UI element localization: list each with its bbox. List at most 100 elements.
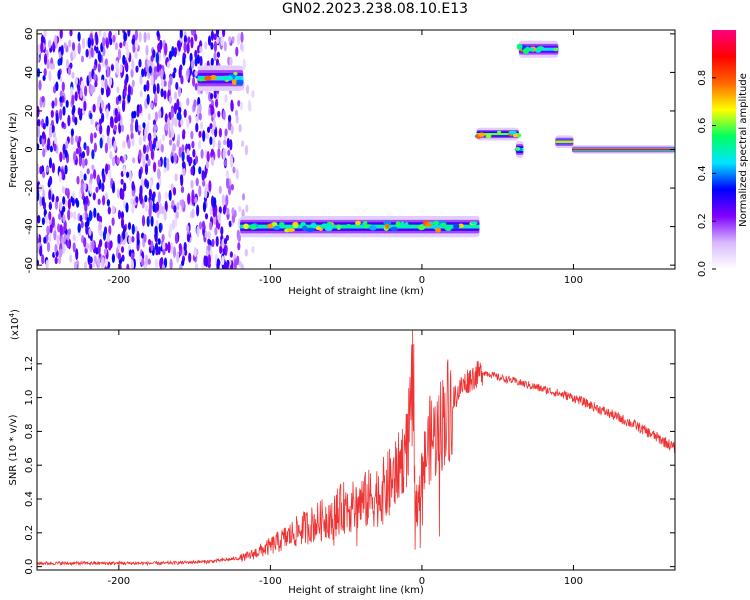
noise-speck — [120, 124, 125, 133]
noise-speck — [172, 71, 176, 79]
noise-speck — [194, 49, 198, 59]
noise-speck — [46, 58, 50, 70]
noise-speck — [67, 67, 72, 76]
noise-speck — [97, 63, 101, 73]
spectrogram-bands — [197, 40, 675, 238]
noise-speck — [239, 101, 243, 111]
noise-speck — [130, 68, 134, 78]
noise-speck — [91, 164, 95, 171]
noise-speck — [245, 204, 249, 213]
band-blob — [444, 226, 452, 232]
noise-speck — [94, 81, 98, 88]
noise-speck — [161, 264, 165, 269]
noise-speck — [48, 203, 53, 210]
noise-speck — [64, 199, 68, 207]
band-blob — [225, 75, 233, 81]
noise-speck — [37, 118, 41, 128]
colorbar-tick-label: 0.4 — [697, 165, 708, 181]
noise-speck — [244, 248, 248, 257]
noise-speck — [88, 71, 92, 83]
noise-speck — [80, 182, 84, 195]
noise-speck — [141, 215, 146, 227]
noise-speck — [174, 152, 178, 163]
band-1 — [240, 215, 480, 238]
noise-speck — [123, 154, 127, 162]
noise-speck — [176, 139, 180, 148]
noise-speck — [105, 163, 109, 175]
noise-speck — [194, 83, 198, 91]
noise-speck — [37, 189, 40, 202]
noise-speck — [108, 225, 112, 236]
noise-speck — [130, 197, 134, 205]
noise-speck — [85, 242, 90, 250]
noise-speck — [105, 38, 109, 49]
noise-speck — [138, 31, 142, 43]
noise-speck — [67, 114, 71, 127]
noise-speck — [90, 84, 94, 96]
noise-speck — [49, 145, 54, 153]
noise-speck — [154, 258, 158, 269]
y-tick-label: 40 — [24, 66, 35, 79]
noise-speck — [86, 145, 90, 157]
noise-speck — [59, 151, 63, 163]
noise-speck — [62, 143, 66, 154]
noise-speck — [187, 36, 191, 44]
noise-speck — [176, 201, 180, 211]
colorbar-tick-label: 0.8 — [697, 70, 708, 86]
noise-speck — [89, 263, 93, 269]
noise-speck — [169, 223, 173, 235]
noise-speck — [69, 211, 74, 218]
noise-speck — [154, 72, 158, 80]
noise-speck — [205, 132, 209, 140]
noise-speck — [77, 83, 81, 95]
noise-speck — [141, 258, 145, 267]
noise-speck — [240, 31, 244, 44]
noise-speck — [174, 232, 179, 244]
noise-speck — [139, 90, 143, 97]
noise-speck — [157, 238, 161, 245]
noise-speck — [198, 221, 203, 230]
noise-speck — [102, 35, 106, 48]
noise-speck — [74, 76, 78, 86]
noise-speck — [123, 182, 127, 192]
noise-speck — [71, 71, 75, 79]
noise-speck — [221, 238, 225, 249]
noise-speck — [225, 234, 229, 241]
noise-speck — [77, 31, 81, 42]
noise-speck — [145, 64, 149, 73]
noise-speck — [54, 243, 58, 253]
noise-speck — [207, 244, 211, 251]
noise-speck — [72, 104, 76, 114]
colorbar: 0.0 0.2 0.4 0.6 0.8 Normalized spectral ampl… — [697, 30, 749, 277]
noise-speck — [231, 207, 235, 216]
noise-speck — [194, 33, 198, 42]
noise-speck — [212, 210, 216, 218]
noise-speck — [127, 92, 131, 103]
noise-speck — [143, 84, 147, 92]
noise-speck — [84, 202, 88, 213]
noise-speck — [70, 128, 74, 137]
noise-speck — [172, 186, 177, 196]
noise-speck — [152, 191, 156, 199]
noise-speck — [207, 126, 211, 133]
noise-speck — [61, 121, 65, 128]
noise-speck — [181, 150, 185, 162]
noise-speck — [230, 99, 234, 112]
noise-speck — [221, 194, 225, 207]
noise-speck — [178, 106, 182, 114]
noise-speck — [199, 46, 203, 53]
noise-speck — [43, 68, 47, 77]
noise-speck — [223, 139, 227, 146]
x-tick-label: -100 — [259, 275, 282, 286]
noise-speck — [199, 55, 203, 68]
snr-scale-exponent: 4 — [8, 312, 16, 317]
noise-speck — [37, 125, 41, 138]
noise-speck — [122, 229, 126, 240]
noise-speck — [39, 196, 43, 207]
noise-speck — [62, 205, 66, 213]
band-core — [240, 224, 480, 229]
svg-text:(x104): (x104) — [8, 309, 21, 340]
noise-speck — [208, 180, 212, 192]
noise-speck — [120, 178, 124, 185]
noise-speck — [152, 119, 157, 126]
